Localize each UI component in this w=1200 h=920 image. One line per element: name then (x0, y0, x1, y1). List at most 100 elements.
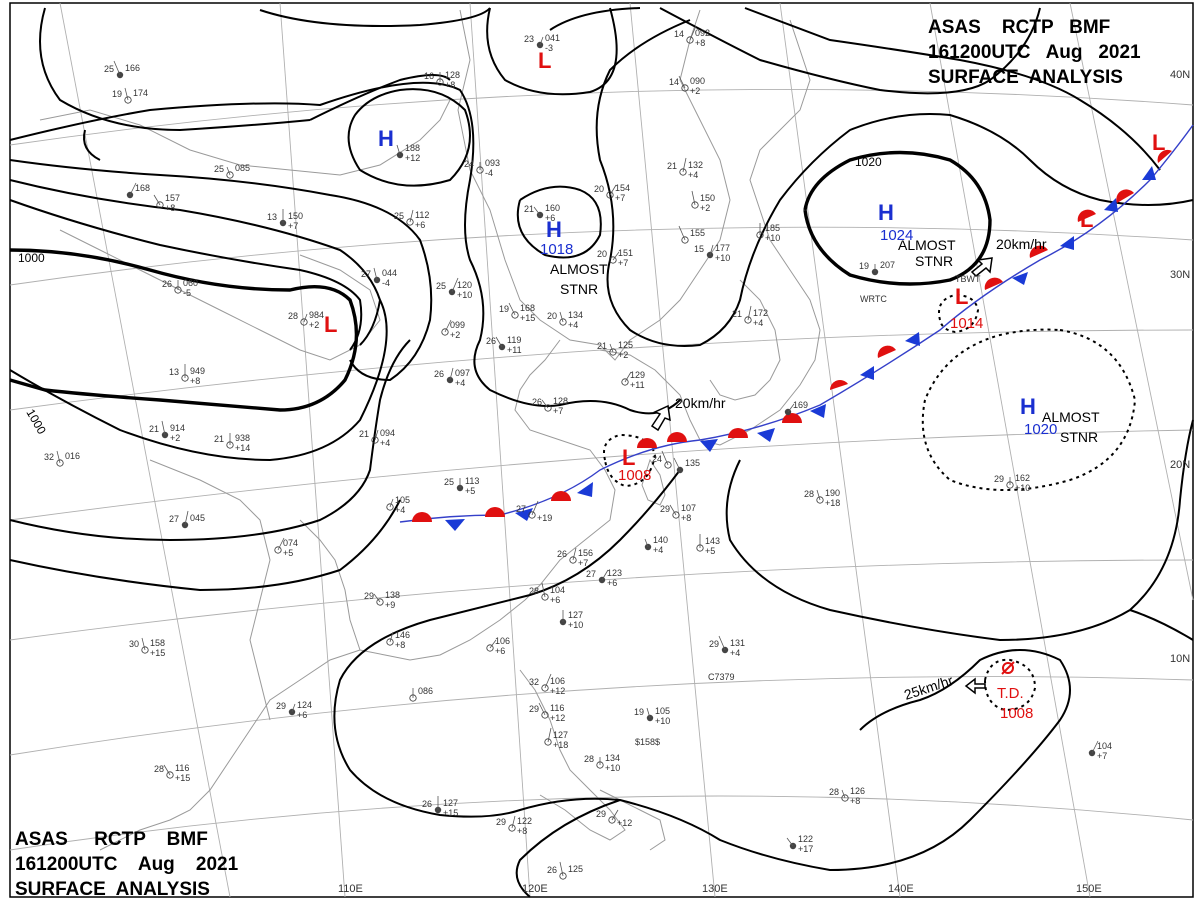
station-temperature: 28 (804, 489, 814, 499)
low-n-symbol: L (538, 48, 551, 73)
latitude-labels: 40N 30N 20N 10N (1170, 69, 1190, 665)
high-e: H 1020 ALMOST STNR (1020, 394, 1100, 445)
isobars (9, 7, 1194, 898)
station-plot: 135 (673, 457, 700, 474)
station-circle-icon (681, 236, 689, 244)
station-plot: 129+11 (621, 370, 645, 390)
station-tendency: +18 (553, 740, 568, 750)
station-plot: 20 134+4 (547, 310, 583, 330)
station-circle-icon (141, 646, 149, 654)
wind-barb-icon (609, 184, 617, 196)
station-pressure: 123 (607, 568, 622, 578)
station-tendency: +2 (618, 350, 628, 360)
high-pressure-value: 1024 (880, 227, 913, 244)
station-pressure: 140 (653, 535, 668, 545)
station-pressure: 150 (288, 211, 303, 221)
station-temperature: 23 (524, 34, 534, 44)
station-plot: 188+12 (396, 143, 420, 163)
wind-barb-icon (389, 631, 394, 643)
station-temperature: 29 (496, 817, 506, 827)
wind-barb-icon (541, 582, 546, 598)
station-pressure: 124 (297, 700, 312, 710)
wind-barb-icon (541, 399, 549, 409)
station-tendency: +14 (235, 443, 250, 453)
station-pressure: 093 (485, 158, 500, 168)
station-plot: 29 124+6 (276, 700, 312, 720)
station-circle-icon (371, 436, 379, 444)
station-plot: 14 090+2 (669, 75, 705, 96)
station-plot: 099+2 (441, 319, 465, 340)
station-temperature: 27 (516, 504, 526, 514)
lon-label: 110E (338, 883, 363, 895)
station-pressure: 127 (553, 730, 568, 740)
station-pressure: 172 (753, 308, 768, 318)
station-tendency: -4 (485, 168, 493, 178)
wind-barb-icon (141, 637, 146, 651)
wind-barb-icon (508, 302, 516, 316)
header-bottom-line3: SURFACE ANALYSIS (15, 879, 210, 900)
graticule (9, 2, 1194, 898)
station-temperature: 28 (154, 764, 164, 774)
wind-barb-icon (396, 144, 401, 156)
station-temperature: 28 (584, 754, 594, 764)
tropical-depression: T.D. 1008 (997, 661, 1033, 722)
isobar-label-1000-lower: 1000 (23, 407, 49, 437)
station-pressure: 156 (578, 548, 593, 558)
station-plot: 28 134+10 (584, 753, 620, 773)
station-tendency: +15 (443, 808, 458, 818)
station-circle-icon (681, 84, 689, 92)
station-pressure: 132 (688, 160, 703, 170)
station-tendency: +8 (850, 796, 860, 806)
station-plot: 25 112+6 (394, 209, 429, 230)
station-plot: 21 160+6 (524, 203, 560, 223)
wind-barb-icon (303, 313, 308, 323)
station-tendency: +2 (690, 86, 700, 96)
station-plot: 29 162+10 (994, 473, 1030, 493)
station-temperature: 19 (634, 707, 644, 717)
station-tendency: +6 (415, 220, 425, 230)
station-plot: 19 174 (112, 87, 148, 104)
station-plot: 146+8 (386, 630, 410, 650)
station-circle-icon (544, 404, 552, 412)
station-plot: 24 (652, 450, 672, 469)
header-top-line2: 161200UTC Aug 2021 (928, 42, 1141, 63)
wind-barb-icon (747, 305, 752, 321)
motion-speed: 20km/hr (675, 395, 726, 411)
station-plot: 169 (784, 400, 808, 416)
station-tendency: +4 (730, 648, 740, 658)
station-tendency: +8 (517, 826, 527, 836)
station-tendency: +15 (175, 773, 190, 783)
high-motion-line2: STNR (1060, 429, 1098, 445)
station-pressure: 134 (605, 753, 620, 763)
station-circle-icon (156, 201, 164, 209)
header-top: ASAS RCTP BMF 161200UTC Aug 2021 SURFACE… (928, 17, 1141, 88)
station-pressure: 125 (618, 340, 633, 350)
station-circle-icon (300, 318, 308, 326)
station-temperature: 19 (859, 261, 869, 271)
wind-barb-icon (816, 489, 821, 501)
wind-barb-icon (538, 702, 546, 716)
station-circle-icon (559, 872, 567, 880)
station-plot: 29 +12 (596, 809, 632, 828)
wind-barb-icon (124, 87, 129, 101)
lat-label: 30N (1170, 269, 1190, 281)
station-tendency: +11 (630, 380, 645, 390)
station-pressure: 914 (170, 423, 185, 433)
station-id: C7379 (708, 672, 735, 682)
station-tendency: +7 (618, 258, 628, 268)
station-tendency: +17 (798, 844, 813, 854)
station-tendency: +4 (380, 438, 390, 448)
station-pressure: 131 (730, 638, 745, 648)
station-pressure: 127 (568, 610, 583, 620)
station-plot: 086 (409, 686, 433, 702)
wind-barb-icon (646, 707, 651, 719)
high-motion-line2: STNR (560, 281, 598, 297)
station-plot: 143+5 (696, 534, 720, 556)
station-pressure: 158 (150, 638, 165, 648)
station-circle-icon (166, 771, 174, 779)
station-circle-icon (541, 684, 549, 692)
station-pressure: 143 (705, 536, 720, 546)
station-tendency: -3 (545, 43, 553, 53)
wind-barb-icon (163, 764, 171, 776)
